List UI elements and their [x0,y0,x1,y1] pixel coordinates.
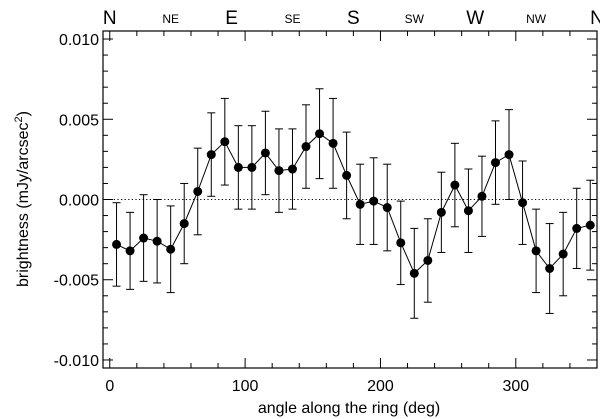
data-point [287,164,297,174]
data-point [572,223,582,233]
compass-label-e: E [225,8,238,29]
y-axis-label-superscript: 2 [13,116,25,122]
compass-label-s: S [347,8,360,29]
data-point [518,198,528,208]
data-point [206,150,216,160]
data-point [193,186,203,196]
data-point [585,220,595,230]
data-points [112,129,595,278]
data-point [463,206,473,216]
data-point [315,129,325,139]
y-tick-label: 0.005 [59,112,99,129]
data-point [558,249,568,259]
y-axis-label-close: ) [15,111,32,116]
x-tick-label: 200 [367,378,394,395]
data-point [274,166,284,176]
y-tick-label: -0.005 [54,273,99,290]
compass-label-sw: SW [405,12,425,26]
compass-label-n: N [590,8,600,29]
x-axis-label: angle along the ring (deg) [258,400,440,417]
compass-label-se: SE [284,12,300,26]
y-axis-label: brightness (mJy/arcsec2) [13,111,32,287]
data-point [490,158,500,168]
x-tick-label: 0 [105,378,114,395]
data-point [328,138,338,148]
data-point [152,236,162,246]
data-point [247,162,257,172]
compass-labels: N NE E SE S SW W NW N [103,8,600,29]
ticks [103,31,597,368]
data-point [179,219,189,229]
data-point [504,150,514,160]
data-point [355,199,365,209]
series-line [116,133,591,275]
compass-label-ne: NE [162,12,179,26]
compass-label-n: N [103,8,117,29]
data-point [477,191,487,201]
x-tick-label: 300 [502,378,529,395]
y-tick-label: 0.000 [59,193,99,210]
data-point [545,264,555,274]
data-point [125,246,135,256]
data-point [531,246,541,256]
data-point [220,137,230,147]
tick-labels: 0 100 200 300 0.010 0.005 0.000 -0.005 -0.010 [54,32,530,395]
data-point [436,207,446,217]
y-tick-label: 0.010 [59,32,99,49]
data-point [166,244,176,254]
data-point [342,170,352,180]
data-point [423,255,433,265]
data-point [450,180,460,190]
y-tick-label: -0.010 [54,353,99,370]
data-point [139,233,149,243]
compass-label-w: W [466,8,484,29]
series-line-layer [116,133,591,275]
data-point [112,239,122,249]
y-axis-label-main: brightness (mJy/arcsec [15,122,32,287]
data-point [369,196,379,206]
data-point [382,203,392,213]
compass-label-nw: NW [526,12,547,26]
data-point [396,238,406,248]
data-point [409,268,419,278]
data-point [301,142,311,152]
data-point [233,162,243,172]
x-tick-label: 100 [232,378,259,395]
data-point [260,148,270,158]
